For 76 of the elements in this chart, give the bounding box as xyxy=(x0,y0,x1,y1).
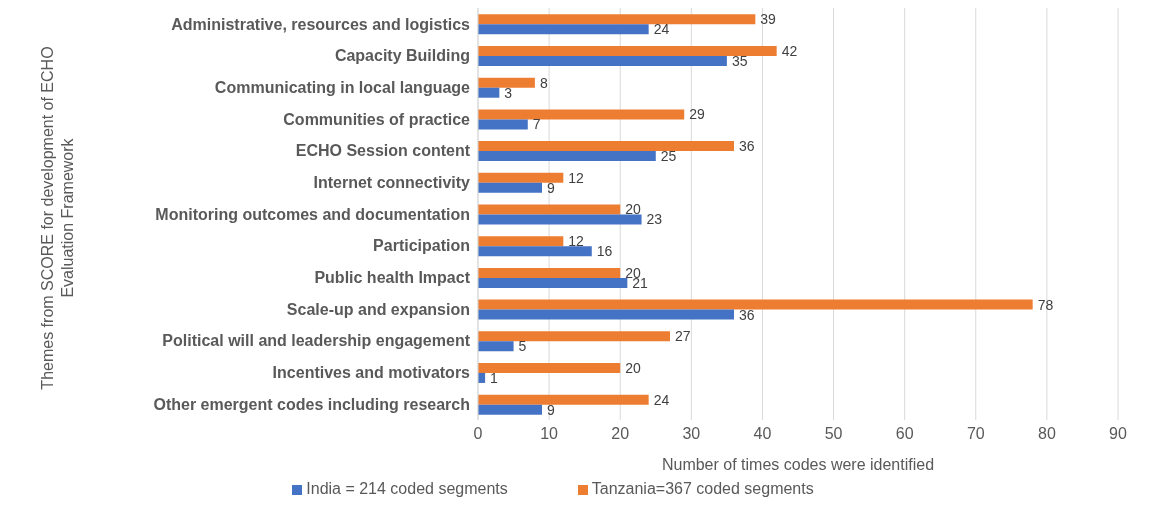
bar xyxy=(478,404,542,415)
bar xyxy=(478,299,1033,310)
y-tick-label: ECHO Session content xyxy=(295,142,471,160)
x-tick-label: 0 xyxy=(473,425,483,443)
x-tick-label: 50 xyxy=(824,425,843,443)
bar xyxy=(478,77,535,88)
bar xyxy=(478,56,727,67)
data-label: 36 xyxy=(739,306,755,323)
x-tick-label: 10 xyxy=(540,425,559,443)
y-tick-label: Monitoring outcomes and documentation xyxy=(155,205,470,223)
data-label: 24 xyxy=(653,21,670,38)
bar xyxy=(478,236,564,247)
data-label: 12 xyxy=(568,169,585,186)
legend-label: India = 214 coded segments xyxy=(306,480,508,497)
y-tick-label: Scale-up and expansion xyxy=(286,300,470,318)
bar xyxy=(478,246,592,257)
data-label: 9 xyxy=(547,401,555,418)
bar xyxy=(478,119,528,130)
bar xyxy=(478,341,514,352)
y-axis-title: Themes from SCORE for development of ECHO Evaluation Framework xyxy=(38,45,77,392)
data-label: 27 xyxy=(675,328,691,345)
x-tick-label: 70 xyxy=(966,425,985,443)
data-label: 9 xyxy=(547,179,555,196)
x-tick-label: 40 xyxy=(753,425,772,443)
bar xyxy=(478,182,542,193)
x-tick-label: 30 xyxy=(682,425,701,443)
data-label: 20 xyxy=(625,201,642,218)
data-label: 1 xyxy=(490,369,499,386)
y-tick-label: Communities of practice xyxy=(283,110,471,128)
y-tick-label: Capacity Building xyxy=(334,47,470,65)
bar xyxy=(478,172,564,183)
bar xyxy=(478,109,685,120)
bar xyxy=(478,204,621,215)
x-tick-label: 90 xyxy=(1109,425,1127,443)
data-label: 20 xyxy=(625,359,642,376)
y-tick-label: Participation xyxy=(373,237,470,255)
data-label: 12 xyxy=(568,233,585,250)
data-label: 42 xyxy=(781,43,798,59)
bar xyxy=(478,24,649,35)
bar xyxy=(478,277,628,288)
legend-label: Tanzania=367 coded segments xyxy=(591,480,814,497)
x-tick-label: 80 xyxy=(1037,425,1056,443)
y-tick-label: Internet connectivity xyxy=(313,173,471,191)
data-label: 35 xyxy=(731,53,748,69)
bar xyxy=(478,151,656,162)
bar xyxy=(478,14,756,25)
data-label: 3 xyxy=(504,84,513,101)
bar xyxy=(478,214,642,225)
y-tick-label: Administrative, resources and logistics xyxy=(171,15,471,33)
data-label: 25 xyxy=(660,148,677,165)
bar xyxy=(478,394,649,405)
data-label: 5 xyxy=(518,338,527,355)
y-tick-label: Public health Impact xyxy=(314,269,471,287)
y-tick-label: Political will and leadership engagement xyxy=(162,332,471,350)
data-label: 39 xyxy=(760,11,777,28)
bar xyxy=(478,331,670,342)
data-label: 24 xyxy=(653,391,670,408)
bar xyxy=(478,309,734,320)
data-label: 8 xyxy=(539,74,548,91)
bar xyxy=(478,362,621,373)
bar xyxy=(478,87,500,98)
y-tick-label: Other emergent codes including research xyxy=(153,395,470,413)
data-label: 29 xyxy=(689,106,706,123)
data-label: 78 xyxy=(1037,296,1054,313)
y-tick-label: Incentives and motivators xyxy=(272,364,471,382)
bar xyxy=(478,267,621,278)
data-label: 23 xyxy=(646,211,663,228)
data-label: 36 xyxy=(739,138,755,155)
bar xyxy=(478,46,777,57)
x-axis-title: Number of times codes were identified xyxy=(661,456,935,473)
bar xyxy=(478,141,734,152)
x-tick-label: 60 xyxy=(895,425,914,443)
data-label: 7 xyxy=(532,116,541,133)
x-tick-label: 20 xyxy=(611,425,630,443)
y-tick-label: Communicating in local language xyxy=(214,78,471,96)
data-label: 16 xyxy=(596,243,613,260)
